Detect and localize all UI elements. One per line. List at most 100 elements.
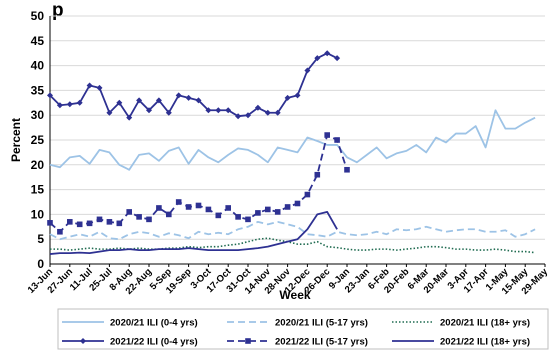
- data-point-diamond: [284, 94, 291, 101]
- data-point-square: [334, 137, 340, 143]
- data-point-square: [185, 204, 192, 210]
- data-point-diamond: [225, 107, 232, 114]
- y-tick-label: 20: [31, 158, 45, 172]
- data-point-diamond: [175, 92, 182, 99]
- data-point-square: [304, 191, 311, 198]
- legend-item: 2020/21 ILI (0-4 yrs): [62, 318, 198, 329]
- chart-title: p: [52, 0, 64, 21]
- y-tick-label: 25: [31, 133, 45, 147]
- data-point-square: [166, 211, 172, 218]
- data-point-square: [156, 205, 162, 211]
- data-point-square: [255, 210, 261, 216]
- data-point-diamond: [334, 55, 341, 62]
- data-point-diamond: [314, 55, 321, 62]
- y-tick-label: 50: [31, 9, 45, 23]
- y-tick-label: 30: [31, 108, 45, 122]
- data-point-square: [76, 221, 83, 228]
- series-line: [49, 52, 338, 119]
- legend-label: 2020/21 ILI (5-17 yrs): [275, 318, 368, 329]
- legend-label: 2020/21 ILI (0-4 yrs): [110, 318, 198, 329]
- y-tick-label: 5: [37, 232, 44, 246]
- data-point-diamond: [66, 101, 73, 108]
- data-point-square: [86, 220, 93, 227]
- data-point-diamond: [136, 97, 143, 104]
- legend-item: 2021/22 ILI (0-4 yrs): [62, 337, 198, 348]
- legend-item: 2021/22 ILI (5-17 yrs): [227, 337, 368, 348]
- data-point-square: [324, 132, 330, 138]
- series-line: [49, 109, 536, 171]
- data-point-diamond: [254, 104, 261, 111]
- legend-label: 2021/22 ILI (0-4 yrs): [110, 337, 198, 348]
- data-point-diamond: [235, 113, 242, 120]
- data-point-diamond: [96, 84, 103, 91]
- y-tick-label: 35: [31, 83, 45, 97]
- data-point-square: [96, 216, 103, 223]
- series-6: [49, 211, 338, 255]
- data-point-diamond: [80, 338, 86, 344]
- data-point-diamond: [185, 94, 192, 101]
- data-point-square: [245, 338, 251, 344]
- y-tick-label: 0: [37, 257, 44, 271]
- data-point-square: [294, 200, 301, 207]
- data-point-square: [235, 214, 241, 220]
- series-group: [47, 50, 536, 255]
- legend-label: 2020/21 ILI (18+ yrs): [440, 318, 530, 329]
- data-point-diamond: [146, 107, 152, 114]
- series-line: [49, 220, 536, 241]
- data-point-square: [47, 220, 53, 226]
- data-point-diamond: [56, 102, 63, 109]
- legend: 2020/21 ILI (0-4 yrs) 2020/21 ILI (5-17 y…: [57, 308, 549, 350]
- y-tick-label: 40: [31, 59, 45, 73]
- data-point-diamond: [245, 112, 251, 119]
- y-axis-title: Percent: [9, 118, 23, 162]
- legend-box: [57, 308, 549, 350]
- data-point-square: [284, 204, 291, 210]
- data-point-square: [215, 212, 222, 219]
- data-point-square: [225, 205, 231, 211]
- data-point-diamond: [324, 50, 331, 57]
- data-point-diamond: [106, 109, 113, 116]
- series-4: [47, 50, 341, 121]
- y-tick-label: 45: [31, 34, 45, 48]
- data-point-diamond: [116, 99, 123, 106]
- data-point-diamond: [304, 67, 311, 74]
- data-point-diamond: [47, 92, 53, 99]
- legend-label: 2021/22 ILI (18+ yrs): [440, 337, 530, 348]
- data-point-diamond: [86, 82, 93, 89]
- data-point-square: [195, 202, 202, 209]
- x-axis-title: Week: [279, 288, 310, 302]
- data-point-diamond: [195, 97, 202, 104]
- data-point-diamond: [126, 114, 133, 121]
- legend-item: 2020/21 ILI (18+ yrs): [392, 318, 530, 329]
- data-point-diamond: [205, 107, 212, 114]
- y-axis-ticks: 0 5 10 15 20 25 30 35 40 45 50: [31, 9, 45, 271]
- series-2: [49, 220, 536, 241]
- data-point-square: [106, 219, 113, 225]
- series-1: [49, 109, 536, 171]
- data-point-square: [146, 216, 152, 223]
- data-point-diamond: [274, 109, 281, 116]
- data-point-square: [136, 214, 142, 220]
- data-point-square: [344, 166, 350, 173]
- y-tick-label: 15: [31, 183, 45, 197]
- legend-label: 2021/22 ILI (5-17 yrs): [275, 337, 368, 348]
- legend-item: 2021/22 ILI (18+ yrs): [392, 337, 530, 348]
- data-point-diamond: [165, 109, 172, 116]
- data-point-square: [314, 171, 321, 178]
- data-point-square: [245, 216, 251, 223]
- data-point-diamond: [76, 99, 83, 106]
- data-point-square: [116, 220, 123, 227]
- data-point-diamond: [294, 92, 301, 99]
- series-5: [47, 132, 350, 235]
- y-tick-label: 10: [31, 207, 45, 221]
- data-point-square: [265, 206, 271, 213]
- data-point-square: [126, 209, 132, 215]
- data-point-square: [205, 206, 212, 213]
- data-point-square: [175, 199, 182, 205]
- series-line: [49, 211, 338, 255]
- data-point-diamond: [215, 107, 222, 114]
- data-point-diamond: [264, 109, 271, 116]
- data-point-square: [274, 209, 281, 215]
